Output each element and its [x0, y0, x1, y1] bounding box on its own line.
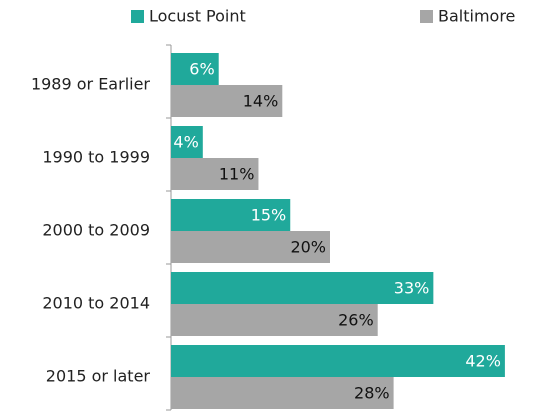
bar [171, 304, 378, 336]
legend-label: Baltimore [438, 7, 515, 26]
data-label: 20% [290, 238, 326, 257]
data-label: 14% [243, 92, 279, 111]
legend-swatch [131, 10, 144, 23]
bar [171, 199, 291, 231]
bar [171, 377, 394, 409]
bar [171, 85, 283, 117]
data-label: 11% [219, 165, 255, 184]
bar [171, 158, 259, 190]
legend-swatch [420, 10, 433, 23]
bar [171, 126, 203, 158]
data-label: 26% [338, 311, 374, 330]
y-tick-label: 2000 to 2009 [42, 221, 150, 240]
y-tick-label: 2015 or later [46, 367, 151, 386]
bar [171, 231, 330, 263]
data-label: 42% [465, 352, 501, 371]
data-label: 4% [173, 133, 198, 152]
legend-label: Locust Point [149, 7, 246, 26]
y-tick-label: 1989 or Earlier [31, 75, 150, 94]
y-tick-label: 1990 to 1999 [42, 148, 150, 167]
data-label: 28% [354, 384, 390, 403]
bar [171, 53, 219, 85]
bar [171, 345, 505, 377]
data-label: 33% [394, 279, 430, 298]
data-label: 15% [251, 206, 287, 225]
y-tick-label: 2010 to 2014 [42, 294, 150, 313]
bar [171, 272, 434, 304]
data-label: 6% [189, 60, 214, 79]
